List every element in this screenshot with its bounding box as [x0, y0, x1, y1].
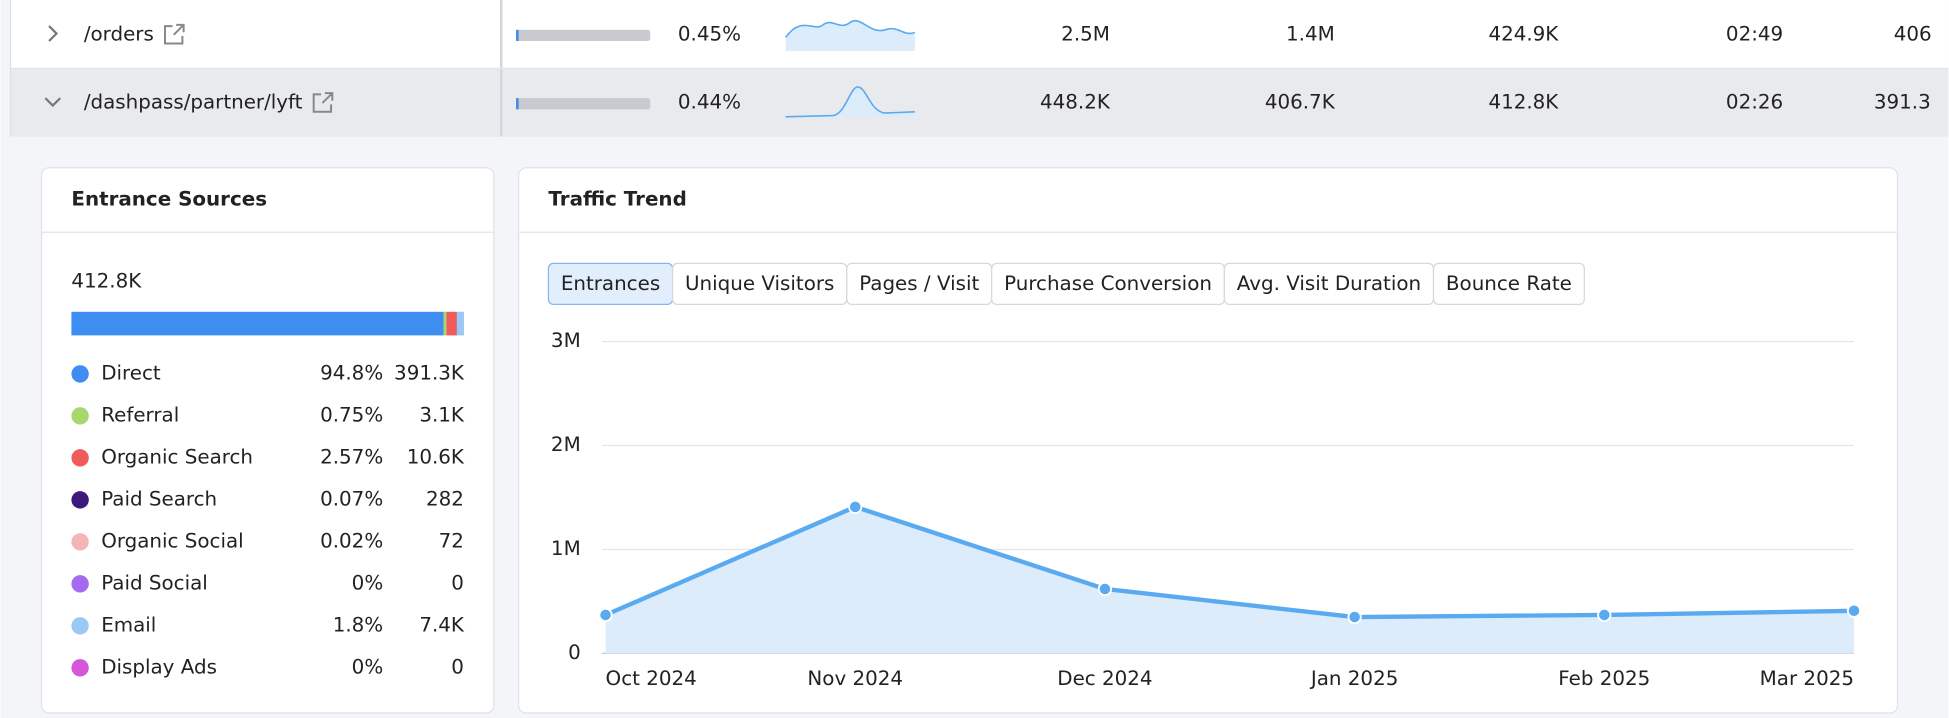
x-tick-label: Oct 2024	[606, 667, 697, 690]
legend-count: 282	[426, 487, 464, 510]
metric-cell: 391.3	[1874, 91, 1931, 114]
legend-count: 0	[451, 571, 464, 594]
legend-label: Referral	[101, 403, 179, 426]
point[interactable]	[1597, 607, 1612, 623]
share-bar-track	[516, 29, 651, 41]
metric-cell: 406	[1894, 22, 1932, 45]
total-value: 412.8K	[71, 269, 142, 292]
legend-count: 3.1K	[419, 403, 465, 426]
page-path[interactable]: /dashpass/partner/lyft	[84, 91, 303, 114]
legend-dot	[71, 449, 89, 467]
legend-count: 391.3K	[394, 361, 465, 384]
stacked-segment	[443, 311, 447, 336]
legend-dot	[71, 659, 89, 677]
table-row[interactable]	[10, 68, 1949, 137]
line	[604, 504, 1855, 620]
point[interactable]	[1846, 603, 1862, 618]
share-value: 0.44%	[678, 91, 741, 114]
legend-percent: 0.07%	[320, 487, 383, 510]
legend-percent: 0%	[352, 655, 384, 678]
point[interactable]	[1097, 581, 1113, 597]
legend-label: Paid Search	[101, 487, 217, 510]
metric-cell: 02:26	[1726, 91, 1783, 114]
legend-label: Email	[101, 613, 156, 636]
legend-dot	[71, 365, 89, 383]
metric-cell: 412.8K	[1488, 91, 1559, 114]
legend-dot	[71, 407, 89, 425]
stacked-segment	[446, 311, 457, 336]
legend-label: Paid Social	[101, 571, 208, 594]
legend-dot	[71, 533, 89, 551]
legend-label: Organic Search	[101, 445, 253, 468]
legend-label: Direct	[101, 361, 161, 384]
share-bar-fill	[516, 29, 519, 41]
legend-percent: 0.02%	[320, 529, 383, 552]
legend-dot	[71, 617, 89, 635]
tab[interactable]	[1432, 262, 1585, 305]
collapse-chevron[interactable]	[44, 97, 62, 108]
share-bar-fill	[516, 98, 519, 110]
tab-label[interactable]: Unique Visitors	[685, 272, 834, 295]
tab-label[interactable]: Bounce Rate	[1446, 272, 1572, 295]
legend-dot	[71, 491, 89, 509]
y-tick-label: 0	[568, 641, 581, 664]
legend-percent: 0%	[352, 571, 384, 594]
legend-percent: 2.57%	[320, 445, 383, 468]
metric-cell: 448.2K	[1040, 91, 1111, 114]
y-tick-label: 1M	[551, 537, 581, 560]
legend-count: 7.4K	[419, 613, 465, 636]
tab-label[interactable]: Avg. Visit Duration	[1237, 272, 1421, 295]
entrance-card	[40, 167, 495, 714]
metric-cell: 1.4M	[1286, 22, 1335, 45]
sparkline	[785, 19, 916, 38]
sparkline-area	[785, 20, 915, 51]
x-tick-label: Feb 2025	[1558, 667, 1650, 690]
sparkline-area	[785, 86, 915, 117]
expand-chevron[interactable]	[48, 25, 59, 42]
point[interactable]	[1347, 609, 1362, 625]
share-bar-track	[516, 98, 651, 110]
legend-count: 10.6K	[407, 445, 465, 468]
legend-dot	[71, 575, 89, 593]
legend-percent: 0.75%	[320, 403, 383, 426]
tab-label[interactable]: Entrances	[561, 272, 660, 295]
metric-cell: 02:49	[1726, 22, 1783, 45]
external-link-icon[interactable]	[164, 23, 185, 45]
share-value: 0.45%	[678, 22, 741, 45]
legend-label: Organic Social	[101, 529, 243, 552]
external-link-icon[interactable]	[312, 92, 334, 113]
card-title: Traffic Trend	[548, 187, 686, 210]
point[interactable]	[848, 499, 863, 515]
sparkline	[785, 86, 915, 118]
legend-percent: 1.8%	[333, 613, 383, 636]
legend-percent: 94.8%	[320, 361, 383, 384]
page-path[interactable]: /orders	[84, 22, 154, 45]
x-tick-label: Dec 2024	[1057, 667, 1152, 690]
metric-cell: 406.7K	[1265, 91, 1336, 114]
tab-label[interactable]: Pages / Visit	[859, 272, 979, 295]
legend-count: 72	[439, 529, 464, 552]
y-tick-label: 3M	[551, 329, 581, 352]
table-row[interactable]	[10, 0, 1949, 69]
x-tick-label: Jan 2025	[1309, 667, 1398, 690]
card-title: Entrance Sources	[71, 187, 267, 210]
point[interactable]	[598, 607, 613, 623]
x-tick-label: Mar 2025	[1760, 667, 1854, 690]
stacked-segment	[71, 311, 444, 336]
x-tick-label: Nov 2024	[807, 667, 903, 690]
tab-label[interactable]: Purchase Conversion	[1004, 272, 1212, 295]
legend-count: 0	[451, 655, 464, 678]
y-tick-label: 2M	[551, 433, 581, 456]
legend-label: Display Ads	[101, 655, 217, 678]
metric-cell: 424.9K	[1488, 22, 1559, 45]
stacked-segment	[456, 311, 464, 336]
metric-cell: 2.5M	[1061, 22, 1110, 45]
